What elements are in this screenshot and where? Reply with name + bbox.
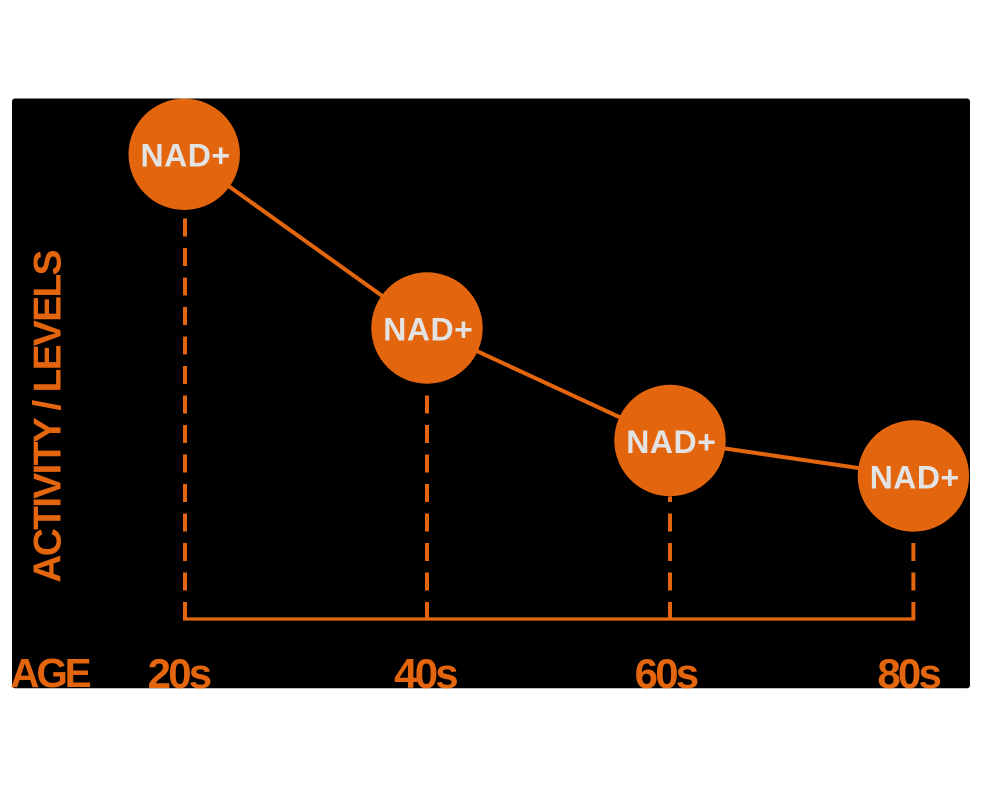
svg-text:NAD+: NAD+ [626, 424, 716, 460]
svg-text:ACTIVITY / LEVELS: ACTIVITY / LEVELS [26, 251, 69, 583]
svg-text:20s: 20s [148, 650, 211, 697]
svg-text:NAD+: NAD+ [870, 459, 960, 495]
svg-text:60s: 60s [635, 650, 698, 697]
svg-text:AGE: AGE [10, 650, 90, 696]
svg-text:40s: 40s [394, 650, 457, 697]
svg-text:NAD+: NAD+ [140, 138, 230, 174]
svg-text:80s: 80s [877, 650, 940, 697]
svg-text:NAD+: NAD+ [383, 311, 473, 347]
